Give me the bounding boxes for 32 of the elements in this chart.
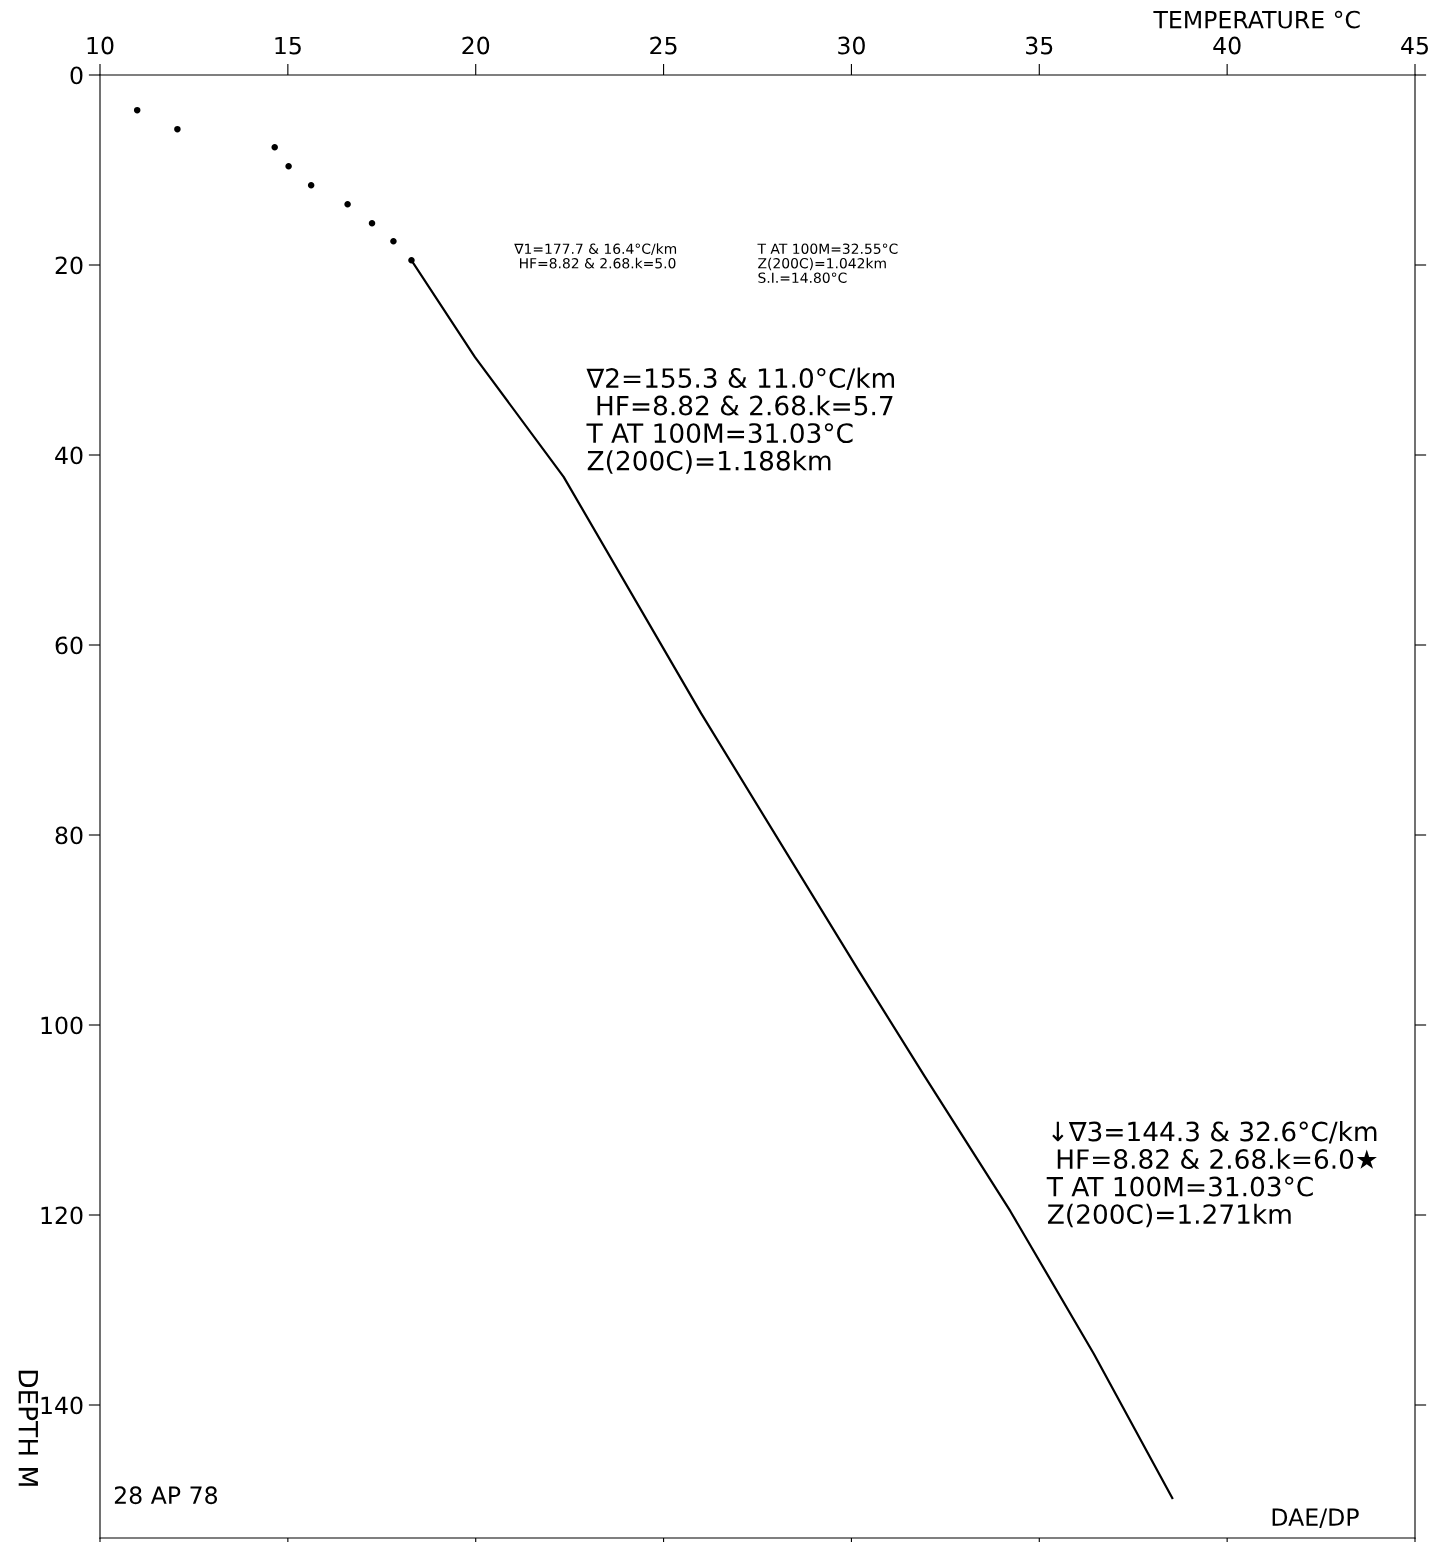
y-tick-label: 40: [55, 446, 83, 465]
point: [307, 181, 315, 189]
point: [174, 125, 181, 133]
point: [390, 237, 397, 245]
point: [271, 143, 278, 151]
point: [285, 162, 292, 170]
x-tick-label: 20: [462, 36, 490, 55]
y-tick-label: 120: [41, 1206, 83, 1225]
y-tick-label: 20: [55, 256, 83, 275]
annotation: ↓∇3=144.3 & 32.6°C/km HF=8.82 & 2.68.k=6.0★ T AT 100M=31.03°C Z(200C)=1.271km: [1046, 1121, 1377, 1228]
point: [344, 200, 351, 208]
x-tick-label: 30: [838, 36, 865, 55]
point: [368, 219, 376, 227]
y-tick-label: 100: [41, 1016, 83, 1035]
annotation: ∇2=155.3 & 11.0°C/km HF=8.82 & 2.68.k=5.7 T AT 100M=31.03°C Z(200C)=1.188km: [586, 367, 895, 474]
point: [133, 106, 141, 114]
x-tick-label: 40: [1213, 36, 1241, 55]
y-tick-label: 0: [70, 66, 83, 85]
annotation: 28 AP 78: [114, 1486, 218, 1505]
y-tick-label: 140: [41, 1396, 83, 1415]
annotation: DAE/DP: [1272, 1508, 1359, 1528]
y-tick-label: 60: [55, 636, 83, 655]
x-tick-label: 15: [275, 36, 301, 55]
x-tick-label: 35: [1026, 36, 1053, 55]
x-tick-label: 25: [650, 36, 677, 55]
annotation: T AT 100M=32.55°C Z(200C)=1.042km S.I.=14.80°C: [757, 243, 898, 283]
x-tick-label: 45: [1401, 36, 1428, 55]
annotation: ∇1=177.7 & 16.4°C/km HF=8.82 & 2.68.k=5.0: [514, 243, 677, 269]
x-axis-title: TEMPERATURE °C: [1153, 10, 1360, 29]
y-axis-title: DEPTH M: [18, 1370, 38, 1486]
y-tick-label: 80: [55, 826, 83, 845]
x-tick-label: 10: [87, 36, 114, 55]
